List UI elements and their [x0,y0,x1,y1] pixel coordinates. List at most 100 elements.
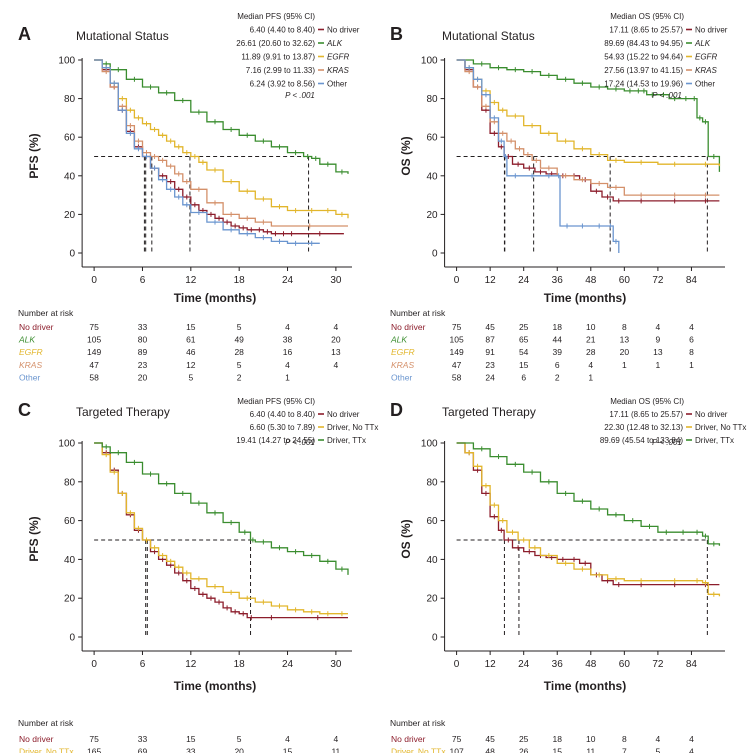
risk-count: 33 [138,734,148,744]
risk-count: 28 [234,347,244,357]
x-tick-label: 12 [185,275,197,286]
y-tick-label: 60 [64,516,76,527]
curve-no-driver [94,442,348,619]
x-tick-label: 48 [585,659,597,670]
risk-row-label: KRAS [391,360,414,370]
x-tick-label: 72 [652,275,664,286]
y-tick-label: 20 [426,210,438,221]
risk-count: 20 [138,372,148,382]
panel-letter: D [390,400,403,420]
risk-count: 4 [285,734,290,744]
y-tick-label: 80 [426,477,438,488]
x-tick-label: 0 [454,659,460,670]
curve-alk [94,59,349,174]
legend-label: No driver [695,410,728,419]
risk-count: 38 [283,335,293,345]
x-tick-label: 24 [282,275,294,286]
legend-label: EGFR [327,53,349,62]
x-tick-label: 30 [330,275,342,286]
risk-count: 45 [485,322,495,332]
risk-row-label: EGFR [391,347,415,357]
legend-title: Median PFS (95% CI) [237,12,315,21]
legend-ci: 11.89 (9.91 to 13.87) [241,53,315,62]
risk-count: 49 [234,335,244,345]
curve-alk [456,59,721,172]
risk-count: 5 [237,734,242,744]
x-axis-title: Time (months) [544,291,626,305]
x-tick-label: 18 [234,275,246,286]
panel-title: Targeted Therapy [76,405,170,419]
y-tick-label: 100 [421,439,438,450]
x-tick-label: 6 [140,275,146,286]
legend-ci: 22.30 (12.48 to 32.13) [604,423,683,432]
x-axis-title: Time (months) [544,679,626,693]
risk-count: 18 [553,734,563,744]
risk-row-label: Other [391,372,412,382]
legend-label: ALK [694,39,711,48]
legend-label: Driver, TTx [695,436,734,445]
risk-count: 9 [656,335,661,345]
risk-count: 8 [689,347,694,357]
risk-count: 2 [237,372,242,382]
x-tick-label: 36 [552,659,564,670]
risk-count: 13 [620,335,630,345]
y-tick-label: 0 [70,249,76,260]
legend-label: No driver [695,26,728,35]
risk-count: 1 [588,372,593,382]
panel-title: Mutational Status [442,29,535,43]
risk-count: 47 [89,360,99,370]
y-tick-label: 0 [432,249,438,260]
legend-ci: 7.16 (2.99 to 11.33) [246,66,316,75]
x-tick-label: 24 [282,659,294,670]
y-tick-label: 0 [70,633,76,644]
risk-count: 107 [449,747,463,753]
risk-row-label: Driver, No TTx [391,747,446,753]
panel-title: Targeted Therapy [442,405,536,419]
risk-count: 65 [519,335,529,345]
risk-count: 28 [586,347,596,357]
x-tick-label: 0 [91,659,97,670]
curve-no-driver [456,442,720,586]
legend-label: Driver, No TTx [695,423,746,432]
y-tick-label: 80 [426,94,438,105]
risk-count: 75 [452,734,462,744]
risk-count: 4 [334,360,339,370]
x-tick-label: 72 [652,659,664,670]
risk-count: 39 [553,347,563,357]
risk-count: 25 [519,734,529,744]
risk-table-title: Number at risk [390,308,446,318]
y-axis-title: PFS (%) [27,133,41,178]
legend-ci: 19.41 (14.27 to 24.55) [236,436,315,445]
panel-letter: C [18,400,31,420]
risk-count: 23 [485,360,495,370]
x-tick-label: 48 [585,275,597,286]
risk-count: 4 [689,747,694,753]
risk-count: 20 [620,347,630,357]
risk-count: 2 [555,372,560,382]
risk-count: 5 [237,322,242,332]
legend-label: Other [327,80,347,89]
risk-count: 15 [186,734,196,744]
risk-count: 11 [586,747,595,753]
legend-label: KRAS [327,66,349,75]
curve-egfr [456,59,721,167]
risk-count: 69 [138,747,148,753]
risk-count: 54 [519,347,529,357]
risk-count: 13 [331,347,341,357]
risk-row-label: No driver [19,322,54,332]
risk-count: 6 [689,335,694,345]
curve-driver-ttx [456,442,721,546]
risk-count: 4 [689,734,694,744]
risk-row-label: Other [19,372,40,382]
y-tick-label: 60 [426,133,438,144]
risk-count: 80 [138,335,148,345]
legend-ci: 54.93 (15.22 to 94.64) [604,53,683,62]
legend-title: Median PFS (95% CI) [237,397,315,406]
legend-title: Median OS (95% CI) [610,12,684,21]
x-tick-label: 12 [485,659,497,670]
y-tick-label: 60 [426,516,438,527]
legend-label: Driver, No TTx [327,423,378,432]
p-value: P < .001 [652,91,682,100]
